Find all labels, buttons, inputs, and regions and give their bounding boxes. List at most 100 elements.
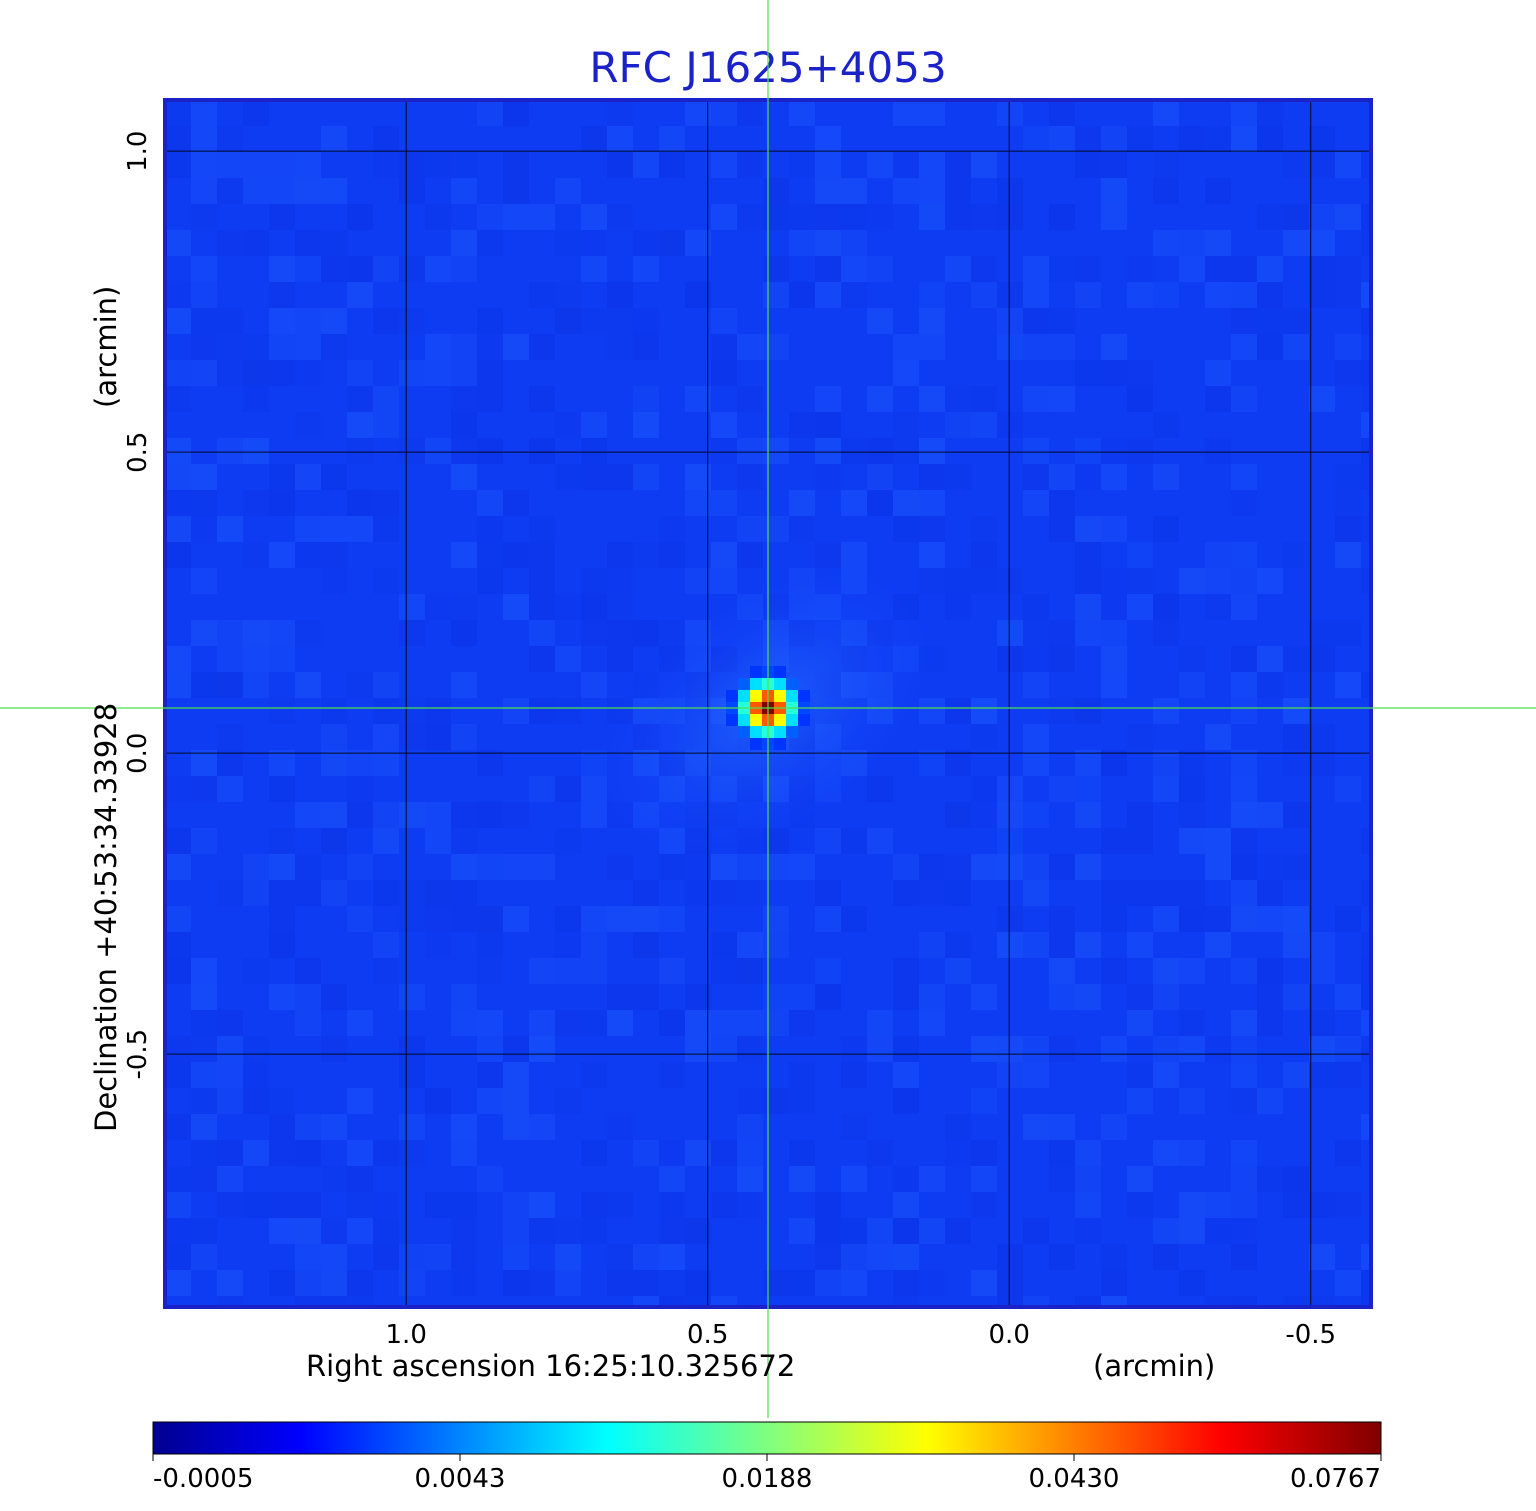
noise-cell [165, 126, 191, 152]
noise-cell [269, 178, 295, 204]
noise-cell [165, 1270, 191, 1296]
noise-cell [1127, 282, 1153, 308]
noise-cell [555, 1270, 581, 1296]
crosshair[interactable] [0, 0, 1536, 1418]
noise-cell [1257, 1010, 1283, 1036]
noise-cell [269, 256, 295, 282]
noise-cell [529, 1010, 555, 1036]
noise-cell [1361, 568, 1371, 594]
noise-cell [607, 1270, 633, 1296]
noise-cell [1023, 438, 1049, 464]
noise-cell [269, 880, 295, 906]
noise-cell [477, 100, 503, 126]
noise-cell [1101, 828, 1127, 854]
noise-cell [1101, 568, 1127, 594]
noise-cell [165, 854, 191, 880]
noise-cell [633, 1244, 659, 1270]
noise-cell [217, 308, 243, 334]
noise-cell [243, 1062, 269, 1088]
source-pixel [750, 666, 762, 678]
colorbar-tick-label: 0.0430 [1029, 1464, 1120, 1494]
noise-cell [763, 282, 789, 308]
x-axis-ticks: 1.0 0.5 0.0 -0.5 [386, 1320, 1337, 1350]
noise-cell [269, 906, 295, 932]
noise-cell [165, 1218, 191, 1244]
noise-cell [893, 1088, 919, 1114]
noise-cell [685, 1218, 711, 1244]
noise-cell [867, 204, 893, 230]
noise-cell [1309, 1062, 1335, 1088]
noise-cell [685, 1296, 711, 1307]
noise-cell [581, 412, 607, 438]
noise-cell [1335, 282, 1361, 308]
noise-cell [1205, 282, 1231, 308]
noise-cell [1231, 802, 1257, 828]
noise-cell [529, 776, 555, 802]
noise-cell [711, 204, 737, 230]
noise-cell [555, 828, 581, 854]
noise-cell [399, 360, 425, 386]
noise-cell [841, 230, 867, 256]
noise-cell [1257, 100, 1283, 126]
noise-cell [165, 308, 191, 334]
noise-cell [1153, 698, 1179, 724]
noise-cell [1127, 984, 1153, 1010]
noise-cell [841, 1166, 867, 1192]
image-plane[interactable] [165, 100, 1387, 1322]
noise-cell [1179, 126, 1205, 152]
noise-cell [1075, 750, 1101, 776]
noise-cell [555, 932, 581, 958]
noise-cell [997, 620, 1023, 646]
noise-cell [659, 230, 685, 256]
noise-cell [1179, 828, 1205, 854]
noise-cell [1283, 698, 1309, 724]
noise-cell [945, 698, 971, 724]
noise-cell [243, 958, 269, 984]
noise-cell [191, 516, 217, 542]
noise-cell [1075, 620, 1101, 646]
noise-cell [919, 282, 945, 308]
noise-cell [477, 1010, 503, 1036]
colorbar-tick-label: 0.0767 [1290, 1464, 1381, 1494]
colorbar [152, 1421, 1382, 1455]
noise-cell [1023, 724, 1049, 750]
noise-cell [529, 438, 555, 464]
noise-cell [1049, 984, 1075, 1010]
noise-cell [945, 204, 971, 230]
noise-cell [1049, 100, 1075, 126]
noise-cell [1335, 1192, 1361, 1218]
noise-cell [347, 1088, 373, 1114]
noise-cell [1309, 230, 1335, 256]
noise-cell [737, 542, 763, 568]
noise-cell [1283, 932, 1309, 958]
noise-cell [1257, 1166, 1283, 1192]
x-axis-label: Right ascension 16:25:10.325672 [306, 1349, 795, 1383]
noise-cell [711, 1010, 737, 1036]
noise-cell [997, 1270, 1023, 1296]
noise-cell [1023, 672, 1049, 698]
noise-cell [503, 490, 529, 516]
noise-cell [425, 698, 451, 724]
noise-cell [919, 932, 945, 958]
noise-cell [1231, 672, 1257, 698]
noise-cell [399, 1114, 425, 1140]
noise-cell [373, 828, 399, 854]
noise-cell [191, 1244, 217, 1270]
noise-cell [633, 880, 659, 906]
x-axis-unit: (arcmin) [1093, 1349, 1215, 1383]
noise-cell [243, 620, 269, 646]
noise-cell [373, 386, 399, 412]
noise-cell [269, 646, 295, 672]
noise-cell [1361, 984, 1371, 1010]
noise-cell [347, 256, 373, 282]
noise-cell [373, 750, 399, 776]
noise-cell [451, 542, 477, 568]
noise-cell [893, 516, 919, 542]
noise-cell [191, 1114, 217, 1140]
noise-cell [269, 360, 295, 386]
noise-cell [373, 1218, 399, 1244]
noise-cell [1101, 750, 1127, 776]
noise-cell [633, 932, 659, 958]
noise-cell [399, 308, 425, 334]
noise-cell [607, 126, 633, 152]
